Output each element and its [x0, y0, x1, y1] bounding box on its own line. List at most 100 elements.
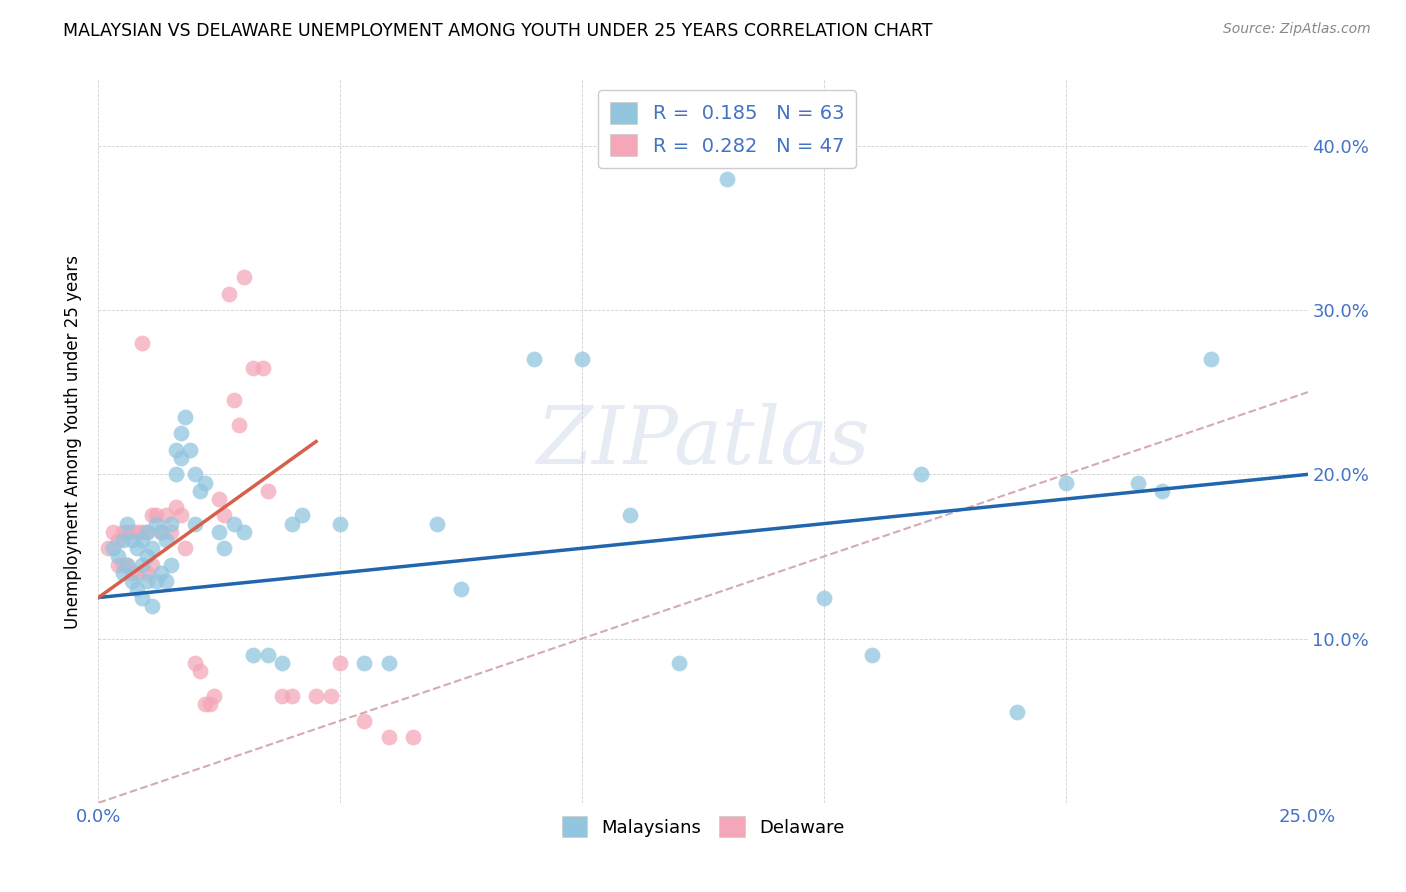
Point: [107, 549, 129, 564]
Point: [212, 541, 235, 556]
Point: [523, 352, 546, 367]
Point: [271, 689, 294, 703]
Point: [141, 558, 163, 572]
Point: [174, 409, 197, 424]
Point: [169, 426, 191, 441]
Point: [127, 541, 149, 556]
Point: [716, 171, 738, 186]
Point: [232, 524, 254, 539]
Point: [131, 591, 153, 605]
Point: [150, 524, 173, 539]
Point: [329, 657, 352, 671]
Point: [101, 541, 124, 556]
Point: [204, 689, 226, 703]
Point: [121, 524, 143, 539]
Point: [135, 574, 157, 588]
Point: [107, 558, 129, 572]
Point: [1199, 352, 1222, 367]
Point: [208, 524, 231, 539]
Point: [141, 508, 163, 523]
Text: MALAYSIAN VS DELAWARE UNEMPLOYMENT AMONG YOUTH UNDER 25 YEARS CORRELATION CHART: MALAYSIAN VS DELAWARE UNEMPLOYMENT AMONG…: [63, 22, 932, 40]
Point: [174, 541, 197, 556]
Point: [668, 657, 690, 671]
Point: [281, 689, 304, 703]
Point: [353, 657, 375, 671]
Point: [426, 516, 449, 531]
Point: [218, 286, 240, 301]
Point: [377, 657, 399, 671]
Point: [184, 657, 207, 671]
Point: [155, 533, 177, 547]
Point: [188, 483, 211, 498]
Point: [329, 516, 352, 531]
Point: [97, 541, 120, 556]
Point: [1152, 483, 1174, 498]
Point: [450, 582, 472, 597]
Point: [121, 533, 143, 547]
Point: [165, 467, 187, 482]
Point: [188, 665, 211, 679]
Point: [111, 524, 134, 539]
Point: [179, 442, 201, 457]
Point: [910, 467, 932, 482]
Point: [198, 698, 221, 712]
Text: Source: ZipAtlas.com: Source: ZipAtlas.com: [1223, 22, 1371, 37]
Point: [160, 558, 183, 572]
Point: [319, 689, 342, 703]
Point: [252, 360, 274, 375]
Legend: Malaysians, Delaware: Malaysians, Delaware: [554, 809, 852, 845]
Point: [256, 483, 278, 498]
Point: [131, 558, 153, 572]
Point: [117, 558, 139, 572]
Point: [160, 516, 183, 531]
Point: [184, 467, 207, 482]
Point: [131, 533, 153, 547]
Point: [208, 491, 231, 506]
Point: [242, 360, 264, 375]
Point: [127, 566, 149, 580]
Point: [194, 475, 217, 490]
Point: [1007, 706, 1029, 720]
Point: [169, 450, 191, 465]
Point: [155, 574, 177, 588]
Point: [135, 549, 157, 564]
Point: [150, 566, 173, 580]
Point: [256, 648, 278, 662]
Point: [127, 582, 149, 597]
Point: [131, 336, 153, 351]
Point: [135, 524, 157, 539]
Point: [121, 574, 143, 588]
Text: ZIPatlas: ZIPatlas: [536, 403, 870, 480]
Point: [281, 516, 304, 531]
Point: [135, 524, 157, 539]
Point: [1054, 475, 1077, 490]
Point: [145, 574, 167, 588]
Point: [169, 508, 191, 523]
Point: [571, 352, 593, 367]
Point: [212, 508, 235, 523]
Point: [353, 714, 375, 728]
Point: [131, 524, 153, 539]
Point: [111, 533, 134, 547]
Point: [111, 566, 134, 580]
Point: [860, 648, 883, 662]
Point: [141, 541, 163, 556]
Point: [117, 516, 139, 531]
Point: [402, 730, 425, 744]
Point: [127, 524, 149, 539]
Point: [145, 516, 167, 531]
Point: [111, 558, 134, 572]
Point: [222, 516, 245, 531]
Point: [121, 566, 143, 580]
Point: [271, 657, 294, 671]
Point: [141, 599, 163, 613]
Point: [117, 558, 139, 572]
Point: [160, 524, 183, 539]
Point: [194, 698, 217, 712]
Point: [242, 648, 264, 662]
Point: [165, 500, 187, 515]
Point: [290, 508, 312, 523]
Point: [232, 270, 254, 285]
Point: [107, 533, 129, 547]
Point: [165, 442, 187, 457]
